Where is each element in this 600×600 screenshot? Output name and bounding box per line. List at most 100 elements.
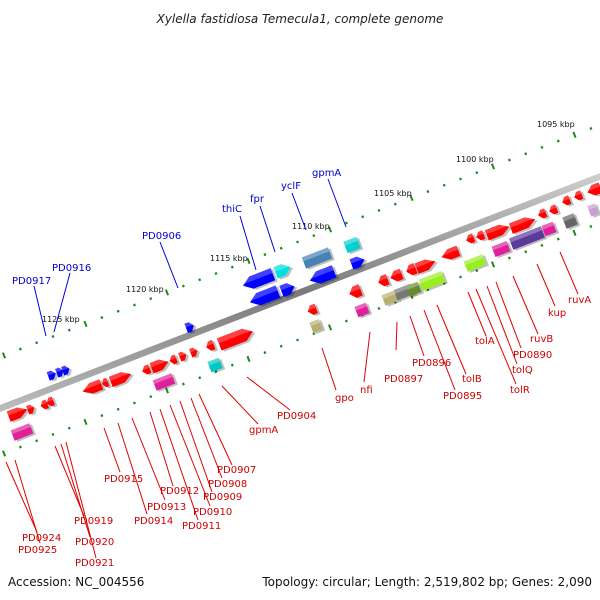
major-tick <box>2 352 7 359</box>
minor-tick <box>35 341 39 345</box>
gene-label-thic: thiC <box>222 204 242 215</box>
major-tick <box>246 355 251 363</box>
major-tick <box>491 163 496 170</box>
minor-tick <box>296 240 299 244</box>
major-tick <box>83 418 88 426</box>
major-tick <box>164 289 170 296</box>
gene-thic <box>242 268 278 290</box>
minor-tick <box>296 338 299 342</box>
minor-tick <box>459 177 462 181</box>
gene-pd0912 <box>141 364 154 376</box>
gene-gpma-2 <box>349 256 368 271</box>
scale-label-1105: 1105 kbp <box>374 189 412 198</box>
gene-pd0917 <box>46 370 59 382</box>
gene-ruva-3 <box>573 190 586 202</box>
minor-tick <box>524 250 528 254</box>
gene-label-pd0913: PD0913 <box>147 502 186 513</box>
gene-label-pd0895: PD0895 <box>443 391 482 402</box>
minor-tick <box>589 126 593 130</box>
minor-tick <box>18 347 22 351</box>
minor-tick <box>18 445 22 449</box>
gene-tola-2 <box>463 254 489 273</box>
minor-tick <box>181 284 185 288</box>
gene-gpo <box>307 303 321 316</box>
gene-label-pd0897: PD0897 <box>384 374 423 385</box>
gene-pd0897 <box>377 274 393 288</box>
gene-pd0906 <box>184 322 197 335</box>
minor-tick <box>361 215 365 219</box>
minor-tick <box>198 278 202 282</box>
gene-gpma-inner <box>205 339 219 352</box>
gene-label-pd0896: PD0896 <box>412 358 451 369</box>
minor-tick <box>51 334 55 338</box>
minor-tick <box>507 256 511 260</box>
minor-tick <box>540 243 544 247</box>
gene-label-nfi: nfi <box>360 385 373 396</box>
gene-tolb <box>414 259 438 275</box>
gene-pd0904 <box>216 328 256 352</box>
gene-pd0920 <box>46 396 58 408</box>
gene-gpma <box>343 236 364 255</box>
gene-ruva-5 <box>587 203 600 218</box>
gene-pd0897-2 <box>381 290 402 307</box>
gene-pd0921 <box>10 423 36 442</box>
minor-tick <box>51 432 55 436</box>
gene-tolb-2 <box>418 271 448 293</box>
gene-label-pd0924: PD0924 <box>22 533 61 544</box>
scale-label-1095: 1095 kbp <box>537 120 575 129</box>
gene-pd0911 <box>149 359 171 375</box>
gene-pd0919 <box>40 399 52 411</box>
gene-label-tolb: tolB <box>462 374 482 385</box>
gene-features <box>6 182 600 442</box>
minor-tick <box>393 202 397 206</box>
gene-label-pd0912: PD0912 <box>160 486 199 497</box>
minor-tick <box>344 319 348 323</box>
scale-ticks <box>2 126 593 457</box>
scale-label-1110: 1110 kbp <box>292 222 330 231</box>
gene-pd0914 <box>101 377 113 389</box>
gene-yclf <box>301 247 335 270</box>
outer-leader-lines <box>33 178 347 337</box>
gene-pd0913 <box>108 372 134 389</box>
gene-label-pd0910: PD0910 <box>193 507 232 518</box>
minor-tick <box>35 439 39 443</box>
gene-pd0896 <box>390 268 407 283</box>
gene-label-pd0917: PD0917 <box>12 276 51 287</box>
minor-tick <box>116 407 120 411</box>
minor-tick <box>475 269 479 273</box>
gene-label-fpr: fpr <box>250 194 265 205</box>
gene-label-tola: tolA <box>475 336 495 347</box>
gene-label-pd0921: PD0921 <box>75 558 114 569</box>
gene-label-pd0908: PD0908 <box>208 479 247 490</box>
scale-label-1100: 1100 kbp <box>456 155 494 164</box>
gene-pd0916 <box>61 365 72 377</box>
minor-tick <box>377 208 381 212</box>
gene-kup-3 <box>548 204 561 216</box>
scale-labels: 1095 kbp 1100 kbp 1105 kbp 1110 kbp 1115… <box>42 120 575 324</box>
gene-label-pd0915: PD0915 <box>104 474 143 485</box>
accession-text: Accession: NC_004556 <box>8 575 144 589</box>
gene-ruvb <box>508 226 548 251</box>
major-tick <box>572 229 577 236</box>
gene-tola <box>441 245 463 261</box>
gene-label-kup: kup <box>548 308 566 319</box>
gene-label-pd0911: PD0911 <box>182 521 221 532</box>
gene-label-pd0906: PD0906 <box>142 231 181 242</box>
minor-tick <box>442 183 446 187</box>
gene-pd0907 <box>189 347 200 359</box>
gene-pd0915 <box>82 379 106 395</box>
genome-backbone <box>0 173 600 412</box>
gene-ruva-2 <box>561 195 574 207</box>
minor-tick <box>344 221 348 225</box>
minor-tick <box>507 158 511 162</box>
gene-label-yclf: yclF <box>281 181 301 192</box>
minor-tick <box>263 351 267 355</box>
minor-tick <box>312 234 316 238</box>
scale-label-1120: 1120 kbp <box>126 285 164 294</box>
minor-tick <box>100 316 104 320</box>
map-title: Xylella fastidiosa Temecula1, complete g… <box>156 12 444 26</box>
minor-tick <box>214 271 218 275</box>
minor-tick <box>67 426 71 430</box>
gene-label-pd0919: PD0919 <box>74 516 113 527</box>
